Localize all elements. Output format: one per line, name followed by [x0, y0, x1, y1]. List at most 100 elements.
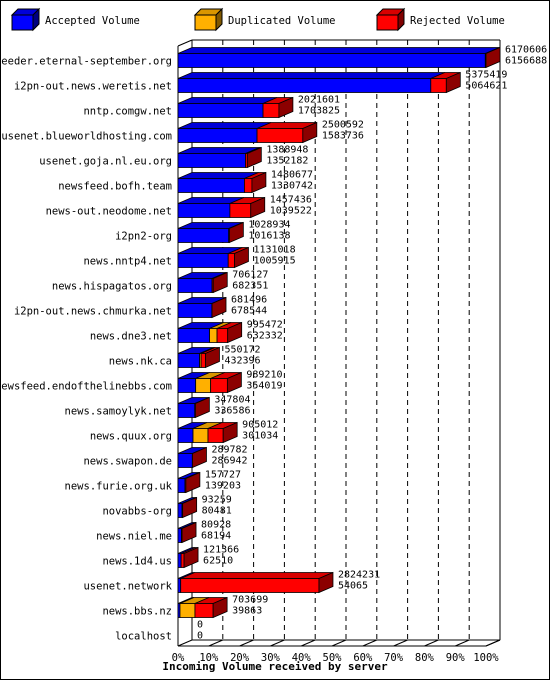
accepted-value-label: 432396 [224, 356, 260, 367]
x-tick-label: 0% [172, 652, 185, 664]
bar-side [445, 71, 461, 94]
x-tick-mark [239, 639, 254, 647]
total-value-label: 121366 [203, 545, 239, 556]
total-value-label: 93259 [202, 495, 232, 506]
accepted-value-label: 6156688 [505, 56, 547, 67]
bar-side [226, 371, 242, 394]
bar-group: localhost 00 [115, 620, 203, 643]
bar-accepted [177, 53, 486, 68]
server-label: news.nntp4.net [83, 256, 172, 268]
total-value-label: 2500592 [322, 120, 364, 131]
bar-accepted [177, 153, 246, 168]
bar-accepted [177, 328, 210, 343]
bar-side [318, 571, 334, 594]
server-label: news.swapon.de [83, 456, 172, 468]
total-value-label: 2021601 [298, 95, 340, 106]
bar-rejected [180, 553, 185, 568]
bar-accepted [177, 528, 182, 543]
x-tick-mark [424, 639, 439, 647]
accepted-value-label: 1352182 [266, 156, 308, 167]
x-tick-label: 20% [230, 652, 250, 664]
bar-accepted [177, 353, 200, 368]
server-label: nntp.comgw.net [83, 106, 172, 118]
server-label: usenet.blueworldhosting.com [1, 131, 172, 143]
bar-side [211, 296, 227, 319]
server-label: newsfeed.endofthelinebbs.com [0, 381, 172, 393]
bar-side [485, 46, 501, 69]
total-value-label: 157727 [205, 470, 241, 481]
bar-rejected [430, 78, 447, 93]
bar-side [205, 346, 220, 369]
bar-accepted-top [177, 122, 272, 129]
legend-label: Accepted Volume [45, 15, 140, 27]
x-tick-label: 50% [323, 652, 343, 664]
bar-accepted [177, 553, 182, 568]
bar-accepted [177, 103, 264, 118]
x-tick-mark [362, 639, 377, 647]
x-tick-mark [331, 639, 347, 647]
x-tick-mark [485, 639, 501, 647]
x-tick-mark [270, 639, 285, 647]
bar-accepted [177, 128, 258, 143]
bar-rejected [256, 128, 304, 143]
server-label: i2pn-out.news.weretis.net [14, 81, 172, 93]
bar-duplicated [179, 603, 196, 618]
accepted-value-label: 139203 [205, 481, 241, 492]
bars: feeder.eternal-september.org 617060661566… [0, 45, 547, 643]
x-tick-label: 60% [353, 652, 373, 664]
bar-side [234, 246, 249, 269]
accepted-value-label: 678544 [231, 306, 267, 317]
bar-side [212, 596, 228, 619]
total-value-label: 681496 [231, 295, 267, 306]
accepted-value-label: 632332 [247, 331, 283, 342]
x-tick-label: 90% [446, 652, 466, 664]
bar-rejected [180, 578, 320, 593]
legend: Accepted Volume Duplicated Volume Rejected… [10, 7, 505, 32]
legend-item-accepted-volume: Accepted Volume [10, 7, 140, 32]
total-value-label: 703699 [232, 595, 268, 606]
bar-side [228, 221, 244, 244]
x-tick-mark [301, 639, 316, 647]
bar-accepted [177, 78, 432, 93]
bar-accepted [177, 403, 196, 418]
bar-side [194, 396, 210, 419]
bar-side [250, 196, 266, 219]
accepted-value-label: 0 [197, 631, 203, 642]
bar-accepted [177, 378, 197, 393]
bar-rejected [207, 428, 224, 443]
bar-group: feeder.eternal-september.org 617060661566… [0, 45, 547, 69]
server-label: localhost [115, 631, 172, 643]
bar-accepted [177, 253, 229, 268]
server-label: news.niel.me [96, 531, 172, 543]
accepted-value-label: 54065 [338, 581, 368, 592]
accepted-value-label: 301034 [242, 431, 278, 442]
bar-side [181, 521, 197, 544]
server-label: news.hispagatos.org [52, 281, 172, 293]
total-value-label: 905012 [242, 420, 278, 431]
bar-rejected-top [180, 572, 334, 579]
accepted-value-label: 1005915 [253, 256, 295, 267]
accepted-value-label: 62510 [203, 556, 233, 567]
accepted-value-label: 1330742 [271, 181, 313, 192]
bar-accepted-top [177, 47, 500, 54]
x-tick-label: 10% [199, 652, 219, 664]
server-label: usenet.network [83, 581, 172, 593]
legend-label: Duplicated Volume [228, 15, 335, 27]
total-value-label: 0 [197, 620, 203, 631]
